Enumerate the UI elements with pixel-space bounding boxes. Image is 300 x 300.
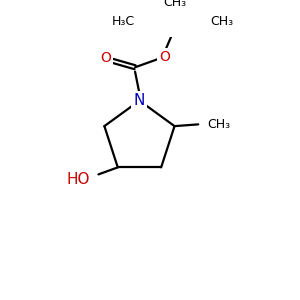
Text: CH₃: CH₃ xyxy=(211,15,234,28)
Text: H₃C: H₃C xyxy=(112,15,135,28)
Text: CH₃: CH₃ xyxy=(207,118,230,131)
Text: O: O xyxy=(100,52,111,65)
Text: CH₃: CH₃ xyxy=(163,0,186,9)
Text: O: O xyxy=(160,50,170,64)
Text: HO: HO xyxy=(66,172,90,187)
Text: N: N xyxy=(134,93,145,108)
